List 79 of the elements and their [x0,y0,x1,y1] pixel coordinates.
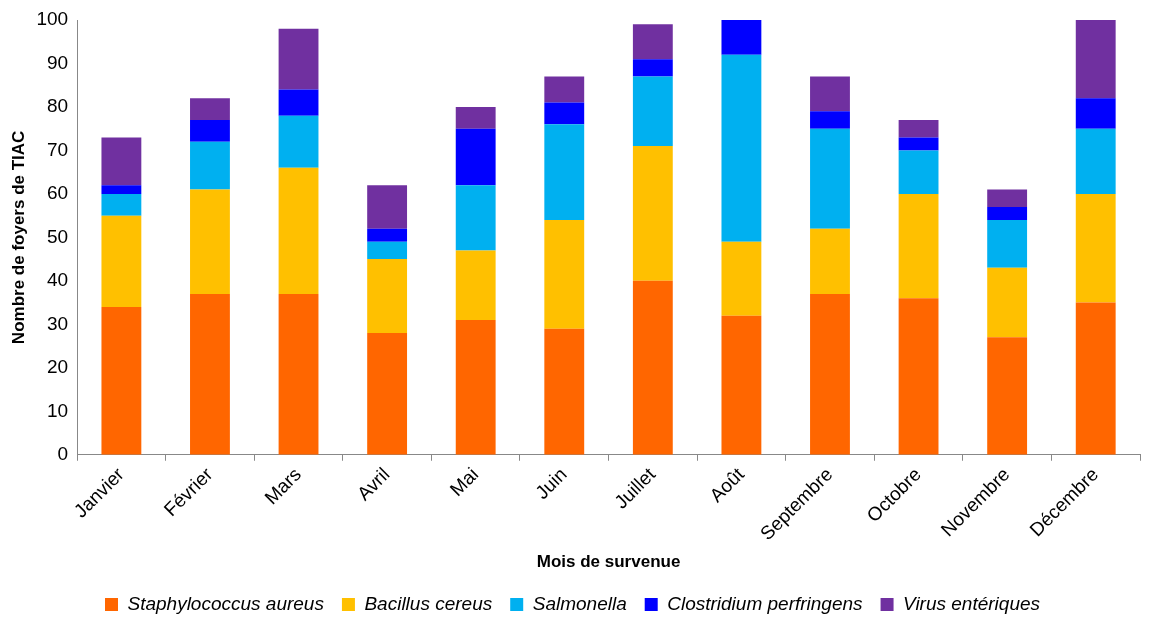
bar [810,293,850,455]
bar [544,76,585,103]
bar [190,98,230,120]
bar [1075,98,1116,129]
y-tick-label: 80 [46,95,69,117]
y-tick-label: 0 [57,442,69,464]
bar [987,267,1028,338]
bar [1075,302,1116,455]
bar [721,241,762,316]
bar [455,319,496,455]
y-tick-label: 10 [46,399,69,421]
bar [544,102,585,125]
y-tick-label: 20 [46,356,69,378]
bar [278,293,319,455]
bar [278,115,319,168]
bar [810,76,850,112]
bar [987,206,1028,220]
bar [1075,128,1116,194]
bar [721,54,762,242]
bar [278,89,319,116]
bar [632,59,673,77]
x-axis-title: Mois de survenue [536,552,681,572]
bar [544,219,585,329]
bar [1075,20,1116,99]
legend-label: Bacillus cereus [364,592,493,614]
bar [278,167,319,294]
bar [367,185,408,229]
legend-label: Virus entériques [903,592,1041,614]
bar [632,146,673,281]
bar [367,333,408,455]
y-tick-label: 50 [46,225,69,247]
legend-label: Salmonella [532,592,627,614]
bar [190,120,230,142]
y-tick-label: 100 [36,8,69,30]
bar [544,124,585,220]
bar [898,298,939,455]
legend-label: Clostridium perfringens [667,592,864,614]
bar [810,228,850,294]
bar [367,228,408,242]
bar [898,120,939,138]
legend-label: Staphylococcus aureus [127,592,325,614]
bar [721,20,762,55]
bar [898,137,939,151]
bar [898,150,939,194]
y-tick-label: 60 [46,182,69,204]
x-tick-label: Juin [531,463,571,503]
bar [455,106,496,129]
bar [810,128,850,229]
bar [721,315,762,455]
bar [101,137,142,186]
bar [544,328,585,455]
bar [987,189,1028,207]
bar [1075,193,1116,303]
bar [632,24,673,60]
x-tick-label: Mai [445,463,483,501]
bar [278,28,319,90]
y-tick-label: 70 [46,138,69,160]
y-tick-label: 90 [46,51,69,73]
bar [190,293,230,455]
bar [455,185,496,251]
bar [190,189,230,294]
bar [455,250,496,320]
bar [987,219,1028,268]
bar [632,280,673,455]
y-tick-label: 30 [46,312,69,334]
bar [101,306,142,455]
bar [987,337,1028,455]
y-axis-title: Nombre de foyers de TIAC [8,130,28,345]
bar [101,193,142,216]
bar [810,111,850,129]
bar [367,259,408,334]
bar [898,193,939,299]
bar [101,215,142,307]
bar [632,76,673,147]
bar [190,141,230,190]
bar [101,185,142,194]
bar [367,241,408,260]
bar [455,128,496,186]
y-tick-label: 40 [46,269,69,291]
